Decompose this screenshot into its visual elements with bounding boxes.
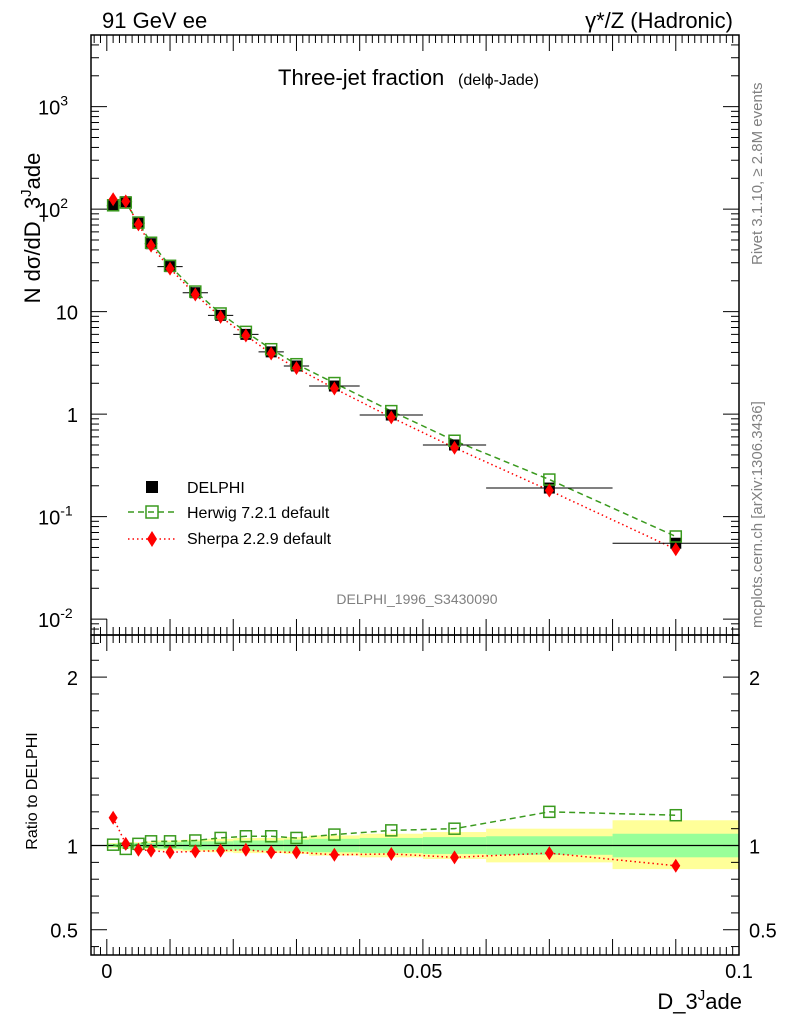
herwig-ratio-line: [112, 811, 676, 850]
header-energy-label: 91 GeV ee: [102, 8, 207, 33]
legend: DELPHI Herwig 7.2.1 default Sherpa 2.2.9…: [128, 480, 332, 548]
sherpa-point: [165, 261, 175, 276]
sherpa-point: [291, 360, 301, 375]
x-tick-label: 0.1: [725, 961, 753, 983]
sherpa-point: [121, 194, 131, 209]
herwig-ratio-point: [543, 805, 556, 819]
y-tick-label-ratio-right: 0.5: [749, 921, 777, 943]
side-label-rivet: Rivet 3.1.10, ≥ 2.8M events: [749, 83, 766, 266]
legend-label-delphi: DELPHI: [187, 480, 245, 497]
sherpa-point: [544, 483, 554, 498]
ratio-y-ticks: 0.5 0.5 1 1 2 2: [50, 642, 777, 948]
sherpa-point: [450, 440, 460, 455]
y-tick-label-main: 1: [67, 405, 78, 427]
legend-marker-delphi: [146, 481, 158, 493]
sherpa-ratio-point: [133, 842, 143, 857]
sherpa-ratio-point: [190, 844, 200, 859]
sherpa-point: [108, 192, 118, 207]
sherpa-point: [133, 217, 143, 232]
herwig-ratio-point: [239, 830, 253, 843]
sherpa-point: [241, 328, 251, 343]
sherpa-point: [146, 238, 156, 253]
y-tick-label-main: 10: [56, 303, 78, 325]
sherpa-ratio-point: [216, 843, 226, 858]
herwig-ratio-point: [669, 808, 683, 822]
y-tick-label-ratio-right: 1: [749, 837, 760, 859]
sherpa-ratio-point: [450, 850, 460, 865]
herwig-ratio-point: [214, 831, 227, 845]
sherpa-ratio-point: [329, 847, 339, 862]
y-axis-label-ratio: Ratio to DELPHI: [24, 732, 41, 849]
herwig-point: [669, 530, 683, 543]
chart-title-suffix: (delϕ-Jade): [458, 72, 539, 89]
herwig-ratio-point: [448, 822, 461, 835]
sherpa-ratio-point: [146, 843, 156, 858]
y-tick-label-ratio-right: 2: [749, 668, 760, 690]
sherpa-ratio-point: [291, 845, 301, 860]
legend-label-herwig: Herwig 7.2.1 default: [187, 505, 330, 522]
main-data-layer: [106, 192, 739, 557]
x-tick-label: 0.05: [403, 961, 442, 983]
herwig-ratio-point: [106, 838, 120, 851]
herwig-ratio-point: [290, 831, 303, 845]
herwig-ratio-point: [328, 828, 341, 841]
sherpa-point: [216, 309, 226, 324]
herwig-ratio-point: [264, 830, 278, 843]
header-process-label: γ*/Z (Hadronic): [585, 8, 733, 33]
sherpa-point: [190, 287, 200, 302]
sherpa-ratio-point: [386, 846, 396, 861]
y-tick-label-ratio: 1: [67, 837, 78, 859]
sherpa-ratio-point: [266, 845, 276, 860]
y-tick-label-ratio: 0.5: [50, 921, 78, 943]
y-tick-label-main: 103: [38, 93, 68, 120]
sherpa-ratio-line: [112, 817, 676, 867]
ratio-data-layer: [91, 805, 739, 873]
chart-title: Three-jet fraction: [278, 65, 444, 90]
y-axis-label-main: N dσ/dD_3Jade: [18, 153, 45, 304]
x-axis: 0 0.05 0.1: [93, 35, 753, 983]
sherpa-point: [266, 346, 276, 361]
sherpa-ratio-point: [544, 846, 554, 861]
sherpa-point: [329, 381, 339, 396]
ratio-uncertainty-bands: [106, 820, 739, 870]
ratio-panel: 0.5 0.5 1 1 2 2: [50, 634, 777, 956]
analysis-label: DELPHI_1996_S3430090: [336, 591, 497, 607]
ratio-plot-frame: [90, 634, 740, 956]
legend-marker-sherpa: [147, 531, 157, 547]
sherpa-ratio-point: [108, 810, 118, 825]
side-label-mcplots: mcplots.cern.ch [arXiv:1306.3436]: [749, 401, 766, 628]
x-tick-label: 0: [101, 961, 112, 983]
x-axis-label: D_3Jade: [657, 987, 742, 1014]
sherpa-point: [671, 542, 681, 557]
sherpa-ratio-point: [165, 845, 175, 860]
y-tick-label-main: 10-1: [38, 503, 73, 530]
legend-marker-herwig: [145, 505, 159, 519]
sherpa-ratio-point: [241, 842, 251, 857]
sherpa-point: [386, 410, 396, 425]
y-tick-label-ratio: 2: [67, 668, 78, 690]
sherpa-ratio-point: [671, 858, 681, 873]
legend-label-sherpa: Sherpa 2.2.9 default: [187, 531, 332, 548]
sherpa-ratio-point: [121, 836, 131, 851]
herwig-ratio-point: [385, 824, 398, 837]
y-tick-label-main: 10-2: [38, 605, 73, 632]
